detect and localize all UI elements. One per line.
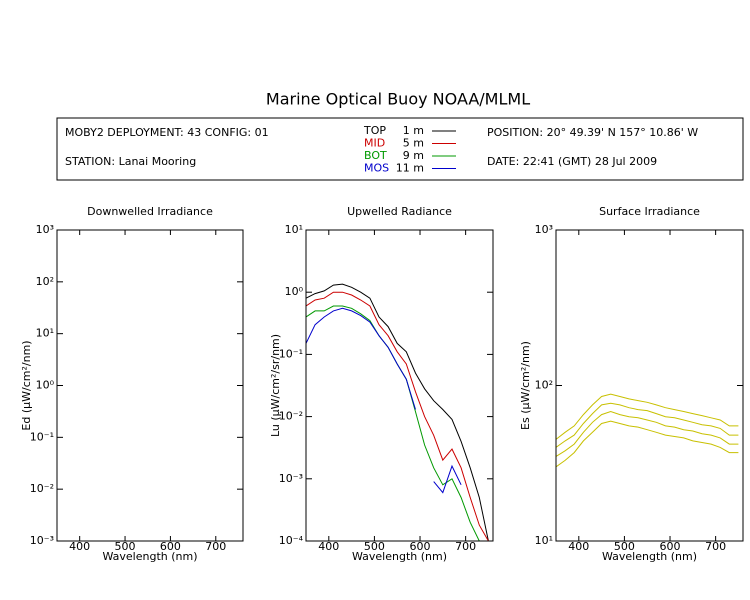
series-line (556, 410, 739, 457)
series-line (306, 307, 462, 494)
main-title: Marine Optical Buoy NOAA/MLML (266, 90, 530, 109)
info-box (56, 117, 744, 181)
x-tick-label: 500 (614, 540, 635, 553)
legend-name: MID (364, 137, 385, 150)
legend-depth: 1 m (403, 124, 424, 137)
y-tick-label: 10¹ (285, 223, 303, 236)
plot-frame (555, 229, 744, 542)
position: POSITION: 20° 49.39' N 157° 10.86' W (487, 126, 698, 139)
x-tick-label: 400 (318, 540, 339, 553)
x-tick-label: 600 (660, 540, 681, 553)
x-tick-label: 700 (205, 540, 226, 553)
series-line (556, 393, 739, 440)
panel-title: Surface Irradiance (599, 205, 700, 218)
x-tick-label: 400 (568, 540, 589, 553)
series-line (556, 402, 739, 448)
y-tick-label: 10³ (36, 223, 54, 236)
y-tick-label: 10⁻¹ (30, 430, 54, 443)
x-axis-label: Wavelength (nm) (352, 550, 447, 563)
legend-name: MOS (364, 162, 389, 175)
y-tick-label: 10⁻² (30, 482, 54, 495)
y-tick-label: 10¹ (36, 327, 54, 340)
plot-frame (305, 229, 494, 542)
deployment: MOBY2 DEPLOYMENT: 43 CONFIG: 01 (65, 126, 269, 139)
plot-frame (56, 229, 244, 542)
y-axis-label: Lu (μW/cm²/sr/nm) (269, 334, 282, 437)
x-axis-label: Wavelength (nm) (602, 550, 697, 563)
y-tick-label: 10² (36, 275, 54, 288)
series-line (306, 283, 489, 541)
x-tick-label: 400 (69, 540, 90, 553)
legend-depth: 5 m (403, 137, 424, 150)
x-tick-label: 600 (160, 540, 181, 553)
x-axis-label: Wavelength (nm) (102, 550, 197, 563)
series-line (306, 291, 489, 541)
y-tick-label: 10¹ (535, 534, 553, 547)
panel-title: Downwelled Irradiance (87, 205, 213, 218)
x-tick-label: 700 (455, 540, 476, 553)
y-axis-label: Ed (μW/cm²/nm) (20, 340, 33, 430)
panel-title: Upwelled Radiance (347, 205, 452, 218)
legend-depth: 9 m (403, 149, 424, 162)
y-tick-label: 10⁰ (36, 379, 55, 392)
x-tick-label: 700 (705, 540, 726, 553)
legend-name: BOT (364, 149, 387, 162)
y-tick-label: 10⁻² (279, 410, 303, 423)
date: DATE: 22:41 (GMT) 28 Jul 2009 (487, 155, 657, 168)
y-axis-label: Es (μW/cm²/nm) (519, 341, 532, 430)
station: STATION: Lanai Mooring (65, 155, 196, 168)
y-tick-label: 10⁻¹ (279, 347, 303, 360)
y-tick-label: 10² (535, 379, 553, 392)
x-tick-label: 500 (115, 540, 136, 553)
legend-name: TOP (363, 124, 386, 137)
y-tick-label: 10⁻³ (30, 534, 54, 547)
series-line (306, 305, 481, 541)
y-tick-label: 10⁻³ (279, 472, 303, 485)
y-tick-label: 10³ (535, 223, 553, 236)
x-tick-label: 500 (364, 540, 385, 553)
series-line (556, 420, 739, 468)
y-tick-label: 10⁰ (285, 285, 304, 298)
x-tick-label: 600 (410, 540, 431, 553)
legend-depth: 11 m (396, 162, 424, 175)
y-tick-label: 10⁻⁴ (279, 534, 304, 547)
